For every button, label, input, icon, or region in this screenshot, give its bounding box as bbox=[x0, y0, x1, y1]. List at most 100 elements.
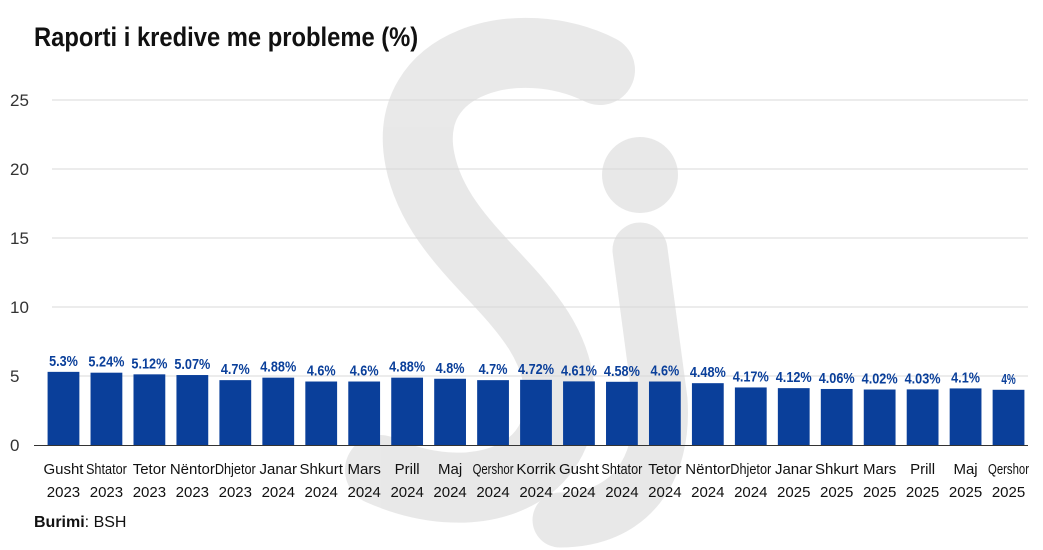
x-tick-label-year: 2024 bbox=[262, 484, 295, 501]
source-separator: : bbox=[84, 514, 94, 531]
x-tick-label-month: Nëntor bbox=[685, 461, 730, 478]
source-label: Burimi bbox=[34, 514, 85, 531]
data-label: 4.03% bbox=[905, 370, 941, 387]
bar bbox=[648, 381, 681, 445]
bar bbox=[391, 377, 424, 445]
data-label: 4.17% bbox=[733, 368, 769, 385]
y-tick-label: 15 bbox=[10, 229, 29, 248]
bar bbox=[992, 389, 1025, 445]
x-tick-label-year: 2024 bbox=[648, 484, 681, 501]
bar bbox=[262, 377, 295, 445]
x-tick-label-month: Prill bbox=[910, 461, 935, 478]
y-tick-label: 0 bbox=[10, 436, 19, 455]
data-label: 4.58% bbox=[604, 363, 640, 380]
data-label: 5.07% bbox=[174, 356, 210, 373]
x-tick-label-year: 2023 bbox=[176, 484, 209, 501]
x-tick-label-year: 2025 bbox=[820, 484, 853, 501]
source-note: Burimi: BSH bbox=[34, 514, 126, 532]
x-tick-label-year: 2023 bbox=[219, 484, 252, 501]
data-label: 4.61% bbox=[561, 362, 597, 379]
data-label: 4.7% bbox=[479, 361, 508, 378]
x-tick-label-year: 2024 bbox=[305, 484, 338, 501]
bar bbox=[305, 381, 338, 445]
data-label: 4% bbox=[1001, 371, 1015, 388]
bar bbox=[949, 388, 982, 445]
x-tick-label-month: Janar bbox=[775, 461, 813, 478]
data-label: 4.6% bbox=[650, 363, 679, 380]
x-tick-label-month: Dhjetor bbox=[730, 461, 771, 478]
x-tick-label-month: Maj bbox=[953, 461, 977, 478]
x-tick-label-month: Prill bbox=[395, 461, 420, 478]
y-tick-label: 5 bbox=[10, 367, 19, 386]
logo-watermark bbox=[345, 17, 688, 548]
bar bbox=[777, 388, 810, 445]
x-tick-label-month: Maj bbox=[438, 461, 462, 478]
x-tick-label-month: Shtator bbox=[601, 461, 642, 478]
bar bbox=[477, 380, 509, 445]
x-tick-label-month: Dhjetor bbox=[215, 461, 256, 478]
chart-title: Raporti i kredive me probleme (%) bbox=[34, 22, 419, 52]
bar bbox=[520, 379, 552, 445]
y-tick-label: 10 bbox=[10, 298, 29, 317]
x-tick-label-year: 2023 bbox=[90, 484, 123, 501]
x-tick-label-month: Mars bbox=[863, 461, 896, 478]
data-label: 4.02% bbox=[862, 371, 898, 388]
data-label: 4.48% bbox=[690, 364, 726, 381]
x-tick-label-year: 2025 bbox=[863, 484, 896, 501]
x-tick-label-month: Shkurt bbox=[300, 461, 344, 478]
x-tick-label-month: Tetor bbox=[133, 461, 166, 478]
bar bbox=[133, 374, 166, 445]
data-label: 4.8% bbox=[436, 360, 465, 377]
bar bbox=[691, 383, 724, 445]
bar bbox=[863, 389, 896, 445]
x-tick-label-year: 2024 bbox=[390, 484, 423, 501]
x-tick-label-month: Mars bbox=[348, 461, 381, 478]
x-tick-label-month: Shkurt bbox=[815, 461, 859, 478]
x-tick-label-year: 2023 bbox=[47, 484, 80, 501]
data-label: 4.12% bbox=[776, 369, 812, 386]
x-tick-label-month: Qershor bbox=[473, 461, 514, 478]
x-tick-label-year: 2024 bbox=[433, 484, 466, 501]
bar bbox=[434, 378, 466, 445]
x-tick-label-year: 2024 bbox=[734, 484, 767, 501]
data-label: 5.12% bbox=[131, 355, 167, 372]
x-tick-label-year: 2024 bbox=[605, 484, 638, 501]
bar bbox=[348, 381, 381, 445]
data-label: 4.88% bbox=[389, 359, 425, 376]
data-label: 5.24% bbox=[88, 354, 124, 371]
x-tick-label-month: Gusht bbox=[559, 461, 600, 478]
source-value: BSH bbox=[93, 514, 127, 531]
x-tick-label-month: Nëntor bbox=[170, 461, 215, 478]
bar bbox=[563, 381, 595, 445]
bar bbox=[606, 381, 638, 445]
y-tick-label: 20 bbox=[10, 160, 29, 179]
x-tick-label-year: 2025 bbox=[906, 484, 939, 501]
data-label: 4.6% bbox=[350, 363, 379, 380]
bar bbox=[906, 389, 939, 445]
bar bbox=[820, 388, 853, 445]
bar bbox=[734, 387, 767, 445]
x-tick-label-year: 2024 bbox=[347, 484, 380, 501]
x-tick-label-year: 2025 bbox=[777, 484, 810, 501]
x-tick-label-year: 2024 bbox=[691, 484, 724, 501]
bar bbox=[47, 371, 80, 445]
x-tick-label-month: Janar bbox=[259, 461, 297, 478]
x-tick-label-month: Gusht bbox=[43, 461, 84, 478]
data-label: 4.7% bbox=[221, 361, 250, 378]
x-tick-label-year: 2024 bbox=[519, 484, 552, 501]
bar bbox=[90, 372, 123, 445]
data-label: 4.88% bbox=[260, 359, 296, 376]
data-label: 4.06% bbox=[819, 370, 855, 387]
data-label: 5.3% bbox=[49, 353, 78, 370]
y-tick-label: 25 bbox=[10, 91, 29, 110]
data-label: 4.6% bbox=[307, 363, 336, 380]
x-tick-label-month: Qershor bbox=[988, 461, 1029, 478]
bar bbox=[219, 380, 252, 445]
x-tick-label-year: 2024 bbox=[476, 484, 509, 501]
x-tick-label-month: Korrik bbox=[516, 461, 556, 478]
x-tick-label-month: Shtator bbox=[86, 461, 127, 478]
x-tick-label-year: 2025 bbox=[949, 484, 982, 501]
x-tick-label-year: 2025 bbox=[992, 484, 1025, 501]
data-label: 4.1% bbox=[951, 369, 980, 386]
